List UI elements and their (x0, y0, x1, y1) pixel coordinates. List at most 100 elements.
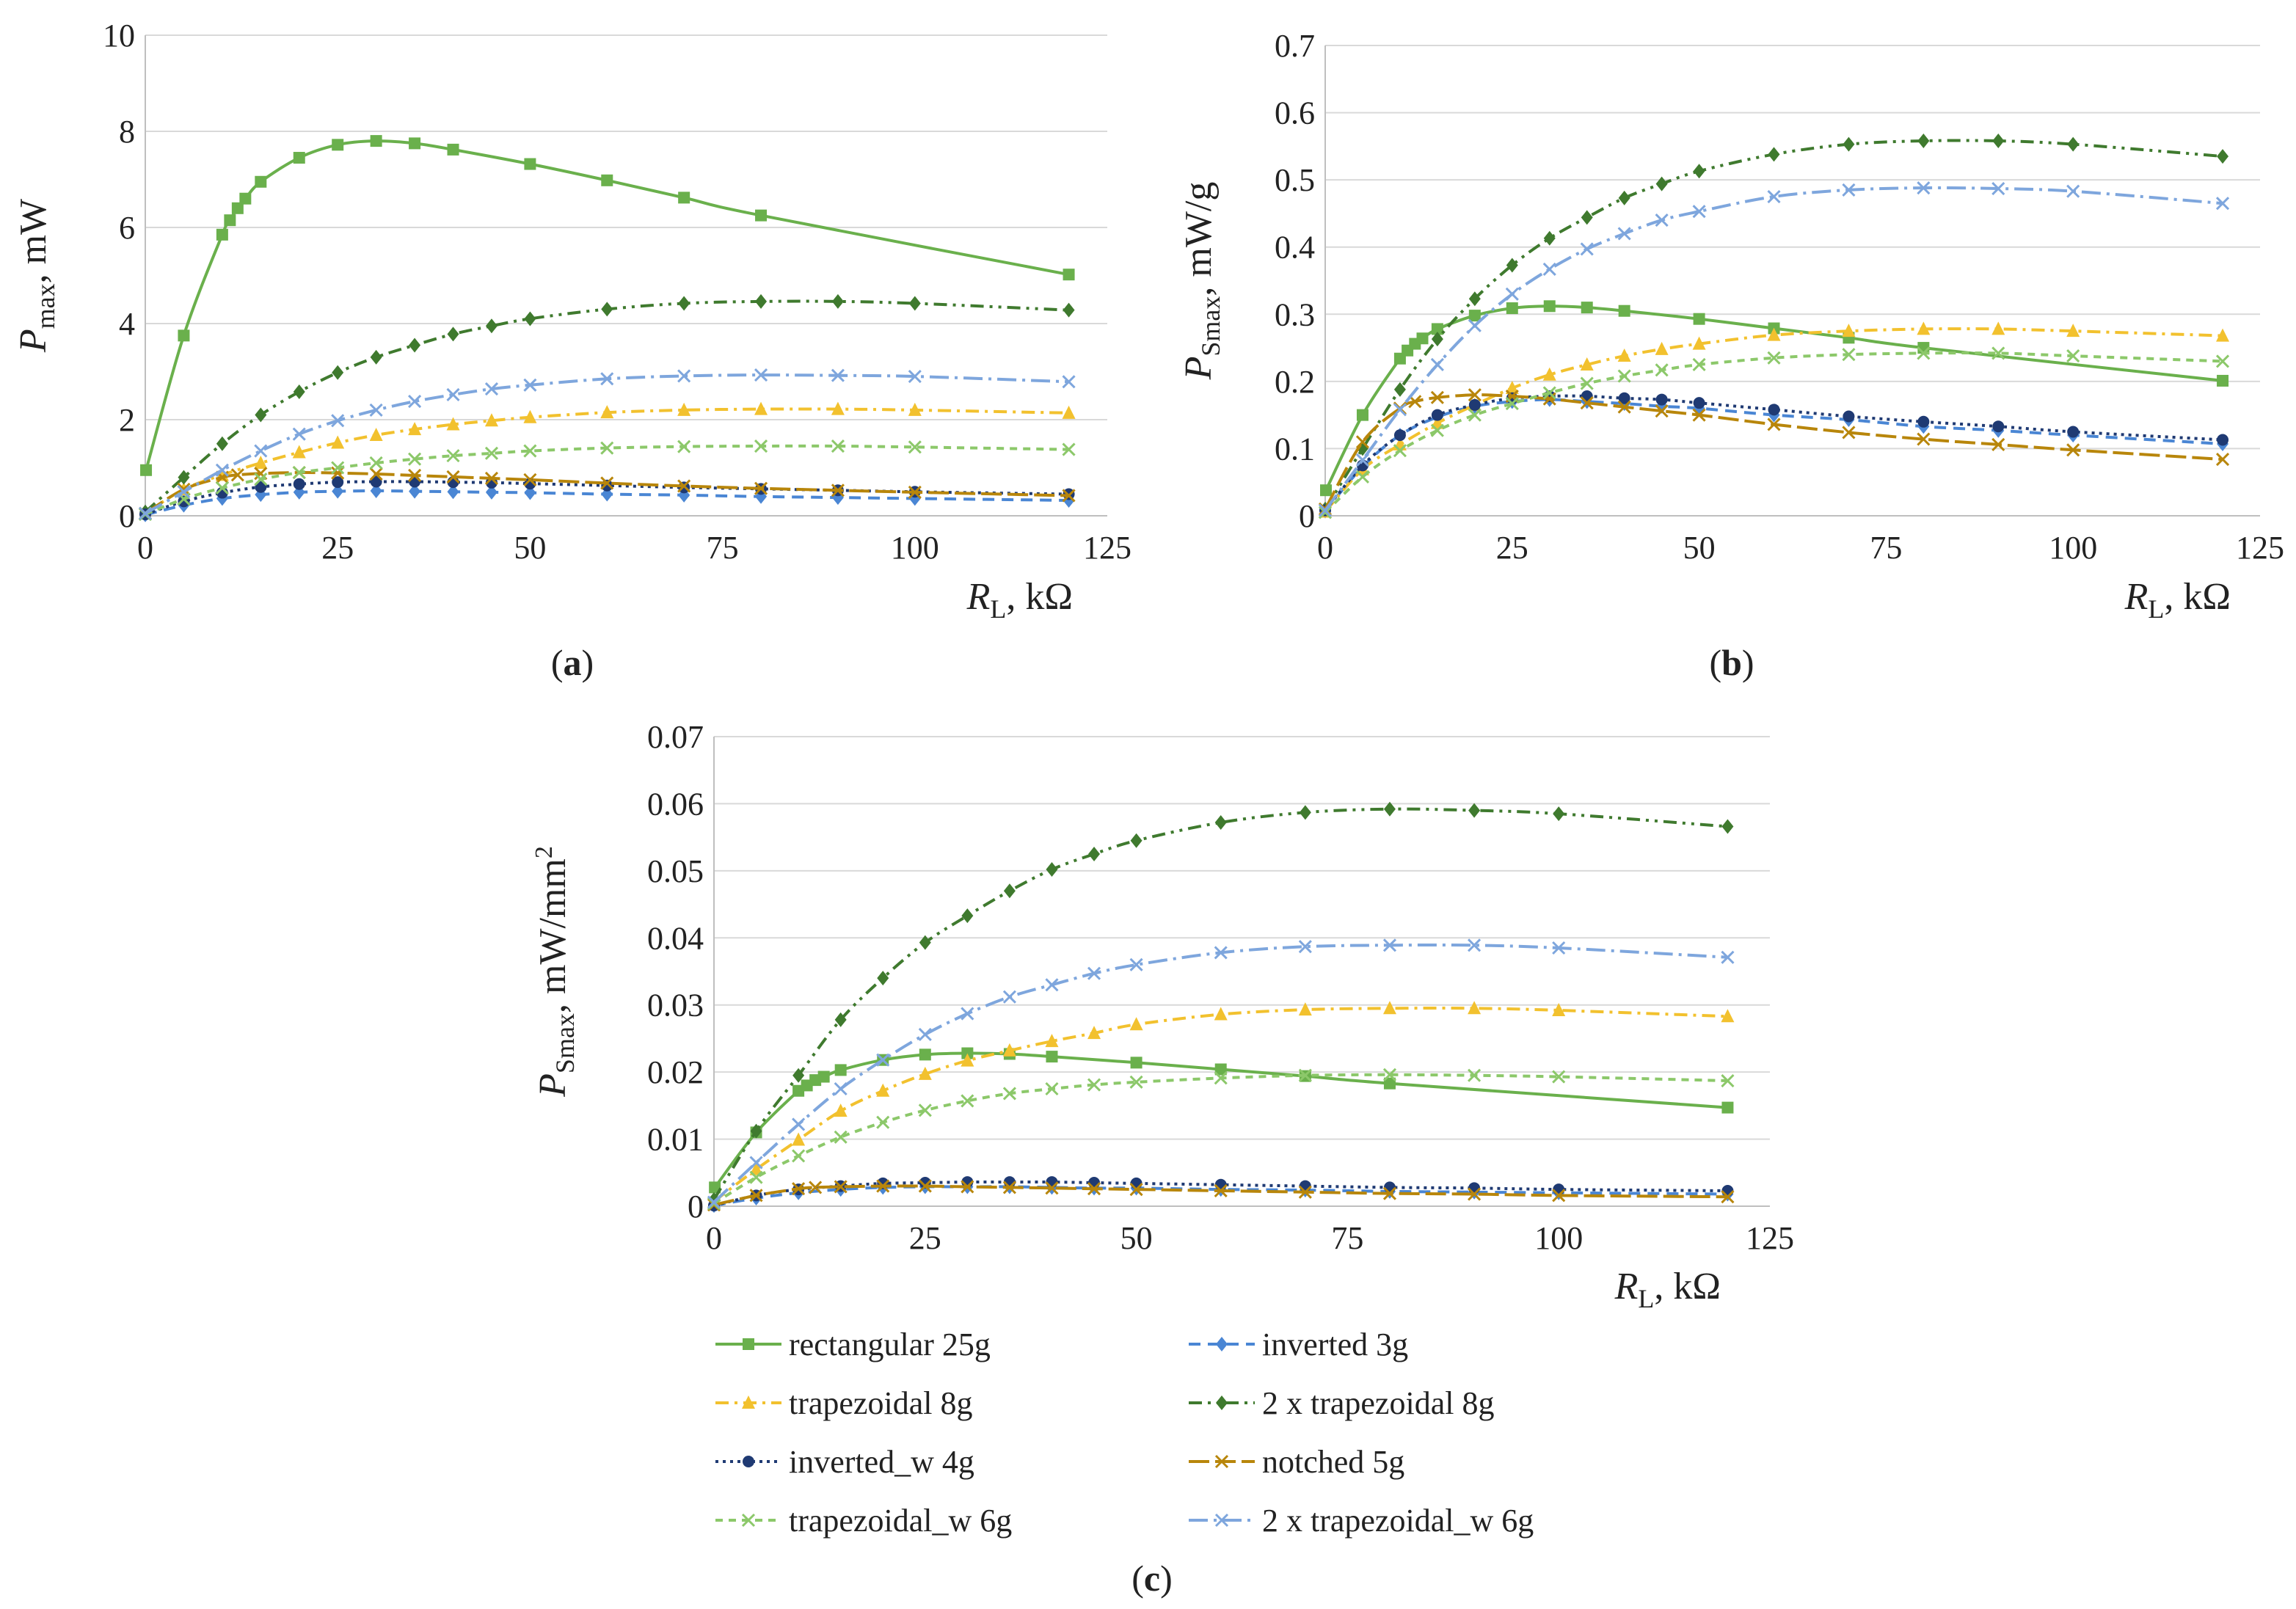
data-point (961, 1053, 974, 1067)
data-point (523, 444, 537, 458)
legend-label: trapezoidal 8g (789, 1385, 972, 1421)
data-point (1063, 269, 1075, 281)
data-point (1580, 376, 1594, 390)
data-point (792, 1132, 806, 1146)
data-point (523, 409, 537, 423)
series-trapezoidal-w-6g (1318, 346, 2230, 519)
data-point (1214, 1071, 1228, 1085)
data-point (1542, 367, 1556, 381)
data-point (254, 455, 268, 469)
data-point (1768, 147, 1780, 162)
data-point (332, 365, 344, 380)
data-point (961, 908, 974, 924)
data-point (1299, 1180, 1311, 1192)
y-tick-label: 0.1 (1275, 431, 1315, 467)
data-point (255, 481, 267, 493)
x-axis-label: RL, kΩ (1614, 1266, 1721, 1313)
data-point (961, 1180, 974, 1194)
x-axis-label: RL, kΩ (966, 576, 1073, 624)
data-point (484, 471, 499, 485)
series-line (1324, 351, 2223, 514)
data-point (523, 378, 537, 392)
data-point (792, 1117, 806, 1131)
data-point (331, 461, 345, 475)
data-point (1991, 346, 2005, 360)
data-point (332, 139, 344, 151)
data-point (1655, 404, 1669, 418)
legend-marker (1216, 1395, 1228, 1410)
data-point (1505, 381, 1519, 395)
data-point (834, 1180, 848, 1194)
data-point (1431, 409, 1443, 421)
data-point (1087, 1182, 1101, 1196)
series-rectangular-25g (709, 1047, 1734, 1194)
data-point (831, 401, 845, 415)
data-point (1768, 404, 1780, 416)
x-axis-label-main: R (1614, 1266, 1639, 1307)
data-point (409, 475, 421, 488)
caption-letter: c (1144, 1558, 1160, 1599)
data-point (876, 1179, 890, 1193)
legend-label: 2 x trapezoidal 8g (1262, 1385, 1494, 1421)
legend-entry: trapezoidal 8g (715, 1385, 972, 1421)
y-axis-label-sub: Smax (1196, 296, 1225, 357)
legend-marker (1216, 1337, 1228, 1351)
data-point (2066, 324, 2080, 338)
data-point (1617, 369, 1631, 383)
data-point (484, 413, 498, 427)
data-point (834, 1081, 848, 1096)
data-point (918, 1179, 932, 1193)
y-tick-label: 0.07 (647, 719, 704, 755)
data-point (1383, 1181, 1396, 1194)
data-point (1617, 349, 1631, 362)
data-point (1542, 386, 1556, 400)
data-point (446, 470, 460, 484)
data-point (1355, 453, 1370, 467)
data-point (2066, 184, 2080, 198)
y-tick-label: 2 (119, 402, 135, 438)
data-point (292, 427, 306, 441)
data-point (918, 1103, 932, 1117)
series-trapezoidal-8g (707, 1001, 1735, 1208)
data-point (447, 326, 459, 342)
data-point (1318, 506, 1333, 519)
data-point (1003, 883, 1016, 899)
series-2-x-trapezoidal-8g (708, 801, 1734, 1207)
legend-label: inverted 3g (1262, 1327, 1408, 1362)
data-point (409, 484, 421, 499)
data-point (1062, 442, 1076, 456)
data-point (876, 1083, 890, 1097)
data-point (834, 1130, 848, 1144)
data-point (749, 1156, 763, 1170)
data-point (1543, 300, 1556, 313)
data-point (1062, 489, 1076, 503)
data-point (1552, 1189, 1566, 1203)
data-point (1355, 435, 1370, 449)
data-point (677, 369, 691, 383)
y-axis-label-unit: , mW/g (1178, 182, 1220, 296)
data-point (1045, 1034, 1059, 1048)
x-tick-label: 125 (1746, 1220, 1794, 1256)
data-point (1045, 1081, 1059, 1096)
data-point (331, 435, 345, 449)
data-point (1383, 801, 1396, 817)
data-point (332, 476, 344, 489)
x-tick-label: 125 (1083, 530, 1131, 566)
data-point (1617, 227, 1631, 241)
series-rectangular-25g (140, 135, 1075, 476)
x-tick-label: 75 (1870, 530, 1902, 566)
series-rectangular-25g (1320, 300, 2229, 497)
data-point (292, 465, 306, 480)
data-point (1553, 806, 1565, 822)
data-point (1552, 1070, 1566, 1084)
legend-marker (1214, 1454, 1229, 1469)
data-point (1298, 1185, 1312, 1199)
data-point (1842, 183, 1856, 197)
data-point (2215, 453, 2230, 467)
data-point (224, 214, 236, 227)
data-point (230, 468, 244, 482)
y-axis-label: PSmax, mW/mm2 (531, 846, 580, 1098)
legend-entry: inverted 3g (1189, 1327, 1408, 1362)
data-point (1382, 1186, 1397, 1200)
y-tick-label: 0.06 (647, 786, 704, 822)
